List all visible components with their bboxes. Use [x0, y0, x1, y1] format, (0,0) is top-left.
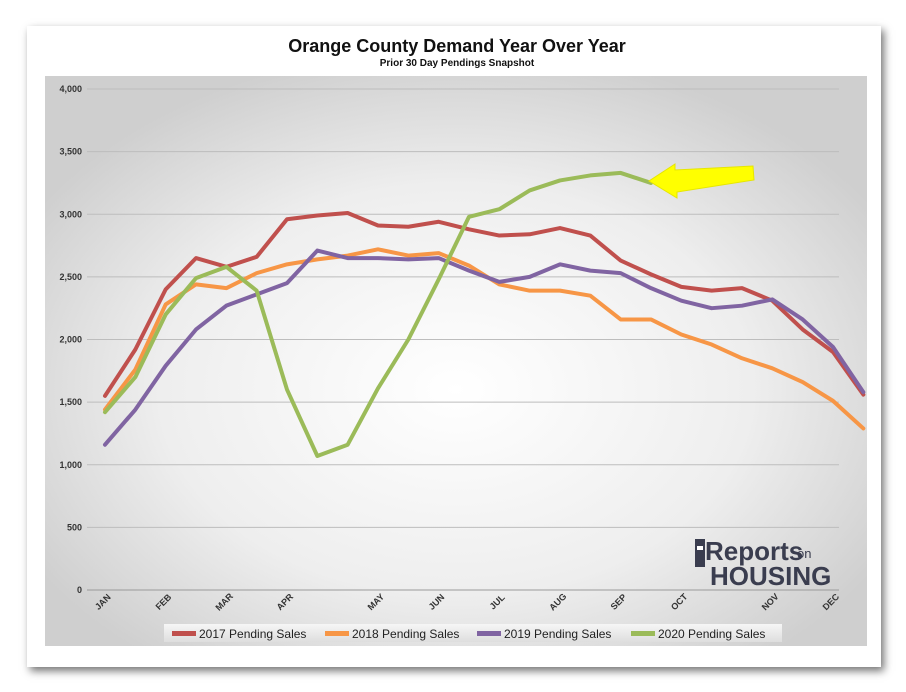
logo-on-text: on: [797, 546, 811, 561]
logo-reports-text: Reports: [705, 536, 803, 566]
legend-label: 2020 Pending Sales: [658, 627, 765, 641]
series-line-2017: [103, 210, 866, 398]
y-tick-label: 3,500: [59, 147, 82, 157]
y-tick-label: 2,000: [59, 335, 82, 345]
legend-swatch: [325, 631, 349, 636]
logo-housing-text: HOUSING: [710, 561, 831, 591]
logo-house-icon-window: [697, 546, 703, 550]
y-tick-label: 4,000: [59, 84, 82, 94]
legend-swatch: [172, 631, 196, 636]
legend-item-2019: 2019 Pending Sales: [477, 627, 611, 641]
gridlines: [87, 88, 839, 591]
highlight-arrow: [648, 163, 755, 199]
chart-card: Orange County Demand Year Over Year Prio…: [27, 26, 881, 667]
legend-background: [164, 624, 782, 642]
y-tick-label: 3,000: [59, 209, 82, 219]
y-tick-label: 0: [77, 585, 82, 595]
logo-house-icon: [695, 539, 705, 567]
chart-subtitle: Prior 30 Day Pendings Snapshot: [380, 58, 535, 69]
series-line-2020: [103, 170, 653, 458]
legend-item-2018: 2018 Pending Sales: [325, 627, 459, 641]
legend-item-2017: 2017 Pending Sales: [172, 627, 306, 641]
y-tick-label: 2,500: [59, 272, 82, 282]
legend-label: 2018 Pending Sales: [352, 627, 459, 641]
legend: 2017 Pending Sales 2018 Pending Sales 20…: [164, 624, 782, 642]
legend-item-2020: 2020 Pending Sales: [631, 627, 765, 641]
chart-svg: Orange County Demand Year Over Year Prio…: [45, 36, 867, 646]
y-tick-label: 1,000: [59, 460, 82, 470]
legend-swatch: [631, 631, 655, 636]
reports-on-housing-logo: Reports on HOUSING: [695, 536, 831, 591]
legend-swatch: [477, 631, 501, 636]
y-tick-label: 500: [67, 522, 82, 532]
y-tick-label: 1,500: [59, 397, 82, 407]
series-lines: [103, 170, 866, 458]
chart-title: Orange County Demand Year Over Year: [288, 36, 625, 56]
legend-label: 2019 Pending Sales: [504, 627, 611, 641]
series-line-2019: [103, 248, 866, 447]
legend-label: 2017 Pending Sales: [199, 627, 306, 641]
y-axis-ticks: 0 500 1,000 1,500 2,000 2,500 3,000 3,500 4,000: [59, 84, 82, 595]
